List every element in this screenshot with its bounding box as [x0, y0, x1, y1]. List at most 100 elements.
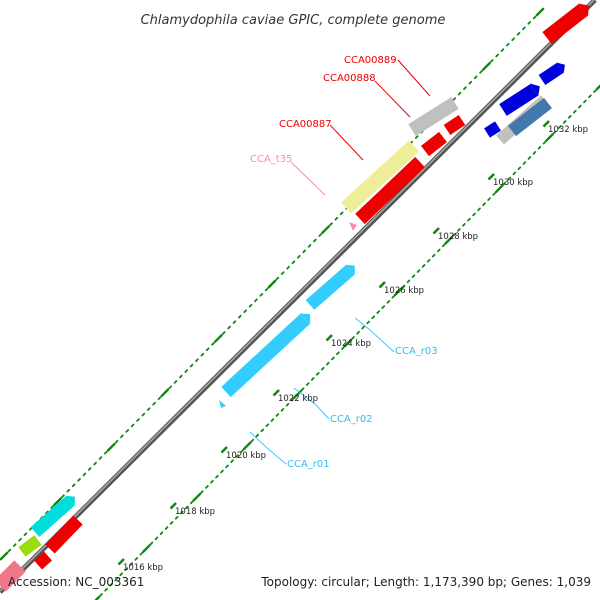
inner-tick-minor — [356, 330, 360, 335]
inner-tick-major — [142, 544, 151, 553]
cds-top-right — [542, 4, 588, 44]
inner-tick-minor — [421, 264, 426, 268]
cyan-feature-head — [65, 495, 75, 507]
gene-label-cca-t35[interactable]: CCA_t35 — [250, 154, 292, 165]
inner-tick-minor — [179, 510, 184, 515]
inner-tick-minor — [366, 320, 370, 325]
outer-tick-major — [214, 334, 223, 343]
outer-tick-minor — [339, 211, 344, 216]
inner-tick-minor — [527, 156, 532, 160]
outer-tick-minor — [495, 53, 499, 58]
cds-cca00887 — [355, 156, 425, 225]
gene-label-cca00888[interactable]: CCA00888 — [323, 73, 376, 84]
inner-tick-minor — [315, 372, 320, 376]
tick-label-1020: 1020 kbp — [226, 451, 266, 461]
outer-tick-minor — [313, 238, 317, 243]
inner-tick-minor — [391, 294, 396, 299]
blue-cds-a-head — [529, 83, 540, 97]
inner-tick-minor — [275, 413, 280, 417]
inner-tick-minor — [215, 474, 219, 479]
gene-label-cca00889[interactable]: CCA00889 — [344, 55, 397, 66]
outer-tick-minor — [157, 396, 162, 401]
leader-cca-r02 — [293, 387, 330, 420]
inner-tick-minor — [542, 140, 547, 145]
inner-tick-minor — [300, 387, 305, 392]
rrna-marker — [219, 400, 226, 408]
outer-tick-minor — [280, 271, 285, 275]
gene-label-cca-r02[interactable]: CCA_r02 — [330, 414, 373, 425]
outer-tick-minor — [104, 450, 108, 455]
rrna-r01-r02-head — [299, 313, 311, 325]
outer-tick-minor — [302, 249, 306, 254]
gene-label-cca-r01[interactable]: CCA_r01 — [287, 459, 330, 470]
outer-tick-minor — [511, 37, 516, 42]
leader-cca00887 — [329, 124, 364, 161]
outer-tick-major — [535, 7, 545, 17]
scale-tick-major — [220, 446, 228, 454]
outer-tick-minor — [200, 352, 205, 357]
inner-tick-minor — [326, 361, 330, 366]
blue-cds-c — [484, 121, 501, 138]
cds-top-right-head — [577, 3, 589, 17]
outer-tick-minor — [522, 26, 526, 31]
inner-tick-major — [444, 235, 454, 245]
outer-tick-minor — [18, 537, 22, 542]
outer-tick-minor — [275, 276, 280, 281]
outer-tick-minor — [291, 260, 296, 265]
inner-tick-minor — [462, 222, 466, 227]
outer-tick-minor — [205, 347, 210, 352]
leader-cca-r03 — [354, 317, 395, 353]
inner-tick-minor — [487, 197, 491, 201]
outer-tick-minor — [489, 59, 494, 63]
inner-tick-minor — [572, 109, 577, 114]
inner-tick-minor — [567, 115, 572, 119]
inner-tick-minor — [401, 284, 406, 289]
outer-tick-minor — [189, 363, 194, 368]
inner-tick-minor — [583, 99, 587, 104]
outer-tick-minor — [221, 331, 226, 335]
inner-tick-major — [494, 184, 504, 194]
rrna-r01-r02 — [221, 313, 310, 398]
outer-tick-minor — [141, 412, 146, 417]
blue-cds-b-head — [556, 62, 565, 74]
inner-tick-minor — [351, 336, 355, 340]
scale-tick-major — [325, 334, 333, 342]
outer-tick-minor — [136, 418, 140, 422]
inner-tick-minor — [305, 382, 310, 386]
outer-tick-minor — [98, 456, 103, 460]
inner-tick-minor — [371, 315, 376, 320]
cds-lower-left — [45, 515, 83, 554]
inner-tick-minor — [416, 269, 421, 273]
outer-tick-minor — [243, 309, 248, 314]
tick-label-1030: 1030 kbp — [493, 178, 533, 188]
inner-tick-minor — [114, 577, 118, 582]
outer-tick-row — [0, 7, 545, 561]
inner-tick-minor — [578, 104, 582, 109]
inner-tick-minor — [129, 562, 134, 566]
blue-cds-a — [499, 84, 538, 116]
inner-tick-minor — [492, 192, 496, 196]
inner-tick-minor — [426, 258, 431, 263]
inner-tick-minor — [255, 433, 260, 438]
gene-label-cca-r03[interactable]: CCA_r03 — [395, 346, 438, 357]
inner-tick-minor — [235, 454, 239, 458]
gene-label-cca00887[interactable]: CCA00887 — [279, 119, 332, 130]
outer-tick-minor — [179, 374, 183, 379]
inner-tick-minor — [225, 464, 229, 469]
inner-tick-minor — [290, 397, 295, 402]
outer-tick-minor — [93, 461, 97, 466]
scale-tick-major — [378, 281, 386, 289]
scale-tick-major — [272, 389, 280, 397]
cds-cca00889 — [443, 115, 466, 135]
pink-feature — [0, 560, 26, 592]
blue-cds-b — [538, 63, 564, 85]
inner-tick-minor — [507, 176, 512, 181]
inner-tick-minor — [285, 402, 290, 407]
inner-tick-minor — [452, 233, 456, 237]
outer-tick-minor — [286, 265, 290, 270]
inner-tick-minor — [477, 207, 481, 212]
rrna-r03 — [305, 265, 355, 310]
inner-tick-minor — [552, 130, 557, 135]
cyan-feature — [30, 496, 75, 537]
